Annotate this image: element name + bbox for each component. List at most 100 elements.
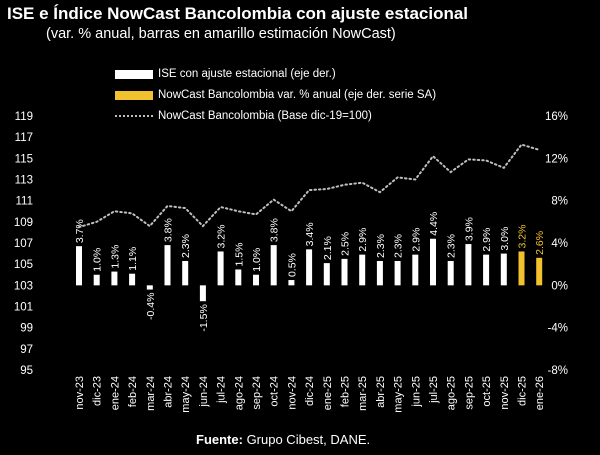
y-left-tick-label: 103 xyxy=(14,280,33,292)
bar-data-label: 1.5% xyxy=(233,243,245,267)
ise-bar xyxy=(111,271,118,286)
ise-bar xyxy=(430,238,436,286)
ise-bar xyxy=(500,253,507,286)
bar-data-label: 3.9% xyxy=(463,217,475,241)
ise-bar xyxy=(465,244,472,286)
bar-data-label: 2.9% xyxy=(481,228,493,252)
ise-bar xyxy=(217,251,224,286)
legend-nowcast-var-label: NowCast Bancolombia var. % anual (eje de… xyxy=(158,89,437,101)
bar-data-label: 3.7% xyxy=(74,219,86,243)
x-tick-label: jun-24 xyxy=(198,376,210,408)
y-left-tick-label: 113 xyxy=(15,175,33,187)
y-right-tick-label: 0% xyxy=(551,280,568,292)
ise-bar xyxy=(199,285,206,302)
ise-bar xyxy=(270,245,277,286)
bar-data-label: 1.1% xyxy=(127,247,139,271)
x-tick-label: nov-25 xyxy=(499,376,511,410)
nowcast-bar xyxy=(536,257,543,286)
ise-bar xyxy=(376,260,383,286)
x-tick-label: ene-25 xyxy=(322,376,334,410)
legend-ise-label: ISE con ajuste estacional (eje der.) xyxy=(158,68,336,80)
x-tick-label: jun-25 xyxy=(410,376,422,408)
x-tick-label: feb-25 xyxy=(340,376,352,407)
bar-data-label: 2.6% xyxy=(534,231,546,255)
nowcast-index-line xyxy=(78,143,541,229)
ise-bar xyxy=(341,258,348,286)
bar-data-label: 3.2% xyxy=(517,225,529,249)
bar-data-label: 2.1% xyxy=(322,236,334,260)
legend-nowcast-var: NowCast Bancolombia var. % anual (eje de… xyxy=(115,89,436,101)
x-tick-label: oct-25 xyxy=(481,376,493,407)
x-tick-label: may-24 xyxy=(180,376,192,413)
y-left-tick-label: 111 xyxy=(16,196,33,208)
bar-data-label: 0.5% xyxy=(286,253,298,277)
x-tick-label: jul-25 xyxy=(428,376,440,404)
ise-bar xyxy=(412,254,419,286)
source-note: Fuente: Grupo Cibest, DANE. xyxy=(196,432,370,447)
ise-bar xyxy=(288,280,295,286)
bar-data-label: 1.0% xyxy=(92,248,104,272)
y-left-tick-label: 97 xyxy=(20,344,33,356)
y-right-tick-label: 8% xyxy=(551,196,568,208)
ise-bar xyxy=(164,245,171,286)
bar-data-label: -0.4% xyxy=(145,293,157,320)
x-tick-label: feb-24 xyxy=(127,376,139,407)
y-left-tick-label: 107 xyxy=(14,238,33,250)
legend-white-bar-swatch xyxy=(115,69,153,79)
ise-bar xyxy=(394,260,401,286)
x-tick-label: abr-24 xyxy=(163,376,175,408)
y-left-tick-label: 99 xyxy=(20,323,33,335)
ise-bar xyxy=(359,254,366,286)
bar-data-label: 2.3% xyxy=(393,234,405,258)
x-tick-label: nov-23 xyxy=(74,376,86,410)
legend-dotted-line-swatch xyxy=(115,115,153,117)
x-tick-label: abr-25 xyxy=(375,376,387,408)
bar-data-label: 1.3% xyxy=(109,245,121,269)
bar-data-label: 1.0% xyxy=(251,248,263,272)
x-tick-label: ago-24 xyxy=(233,376,245,410)
bar-data-label: 2.5% xyxy=(340,232,352,256)
y-left-tick-label: 119 xyxy=(15,111,33,123)
ise-bar xyxy=(235,269,242,286)
y-right-tick-label: 16% xyxy=(545,111,568,123)
ise-bar xyxy=(253,274,259,286)
y-right-tick-label: 12% xyxy=(545,153,568,165)
x-tick-label: mar-25 xyxy=(357,376,369,411)
nowcast-bar xyxy=(518,251,525,286)
y-left-tick-label: 101 xyxy=(14,302,33,314)
y-left-tick-label: 105 xyxy=(14,259,33,271)
bar-data-label: 2.3% xyxy=(446,234,458,258)
y-left-tick-label: 95 xyxy=(20,365,33,377)
legend-yellow-bar-swatch xyxy=(115,90,153,100)
bar-data-label: 3.4% xyxy=(304,222,316,246)
bar-data-label: 3.8% xyxy=(163,218,175,242)
x-tick-label: sep-24 xyxy=(251,376,263,410)
legend-nowcast-index: NowCast Bancolombia (Base dic-19=100) xyxy=(115,110,372,122)
ise-bar xyxy=(447,260,454,286)
bar-data-label: -1.5% xyxy=(198,304,210,331)
chart-subtitle: (var. % anual, barras en amarillo estima… xyxy=(46,26,396,42)
bar-data-label: 2.3% xyxy=(180,234,192,258)
source-label: Fuente: xyxy=(196,432,243,447)
bar-data-label: 3.8% xyxy=(269,218,281,242)
source-text: Grupo Cibest, DANE. xyxy=(242,432,371,447)
ise-bar xyxy=(93,274,100,286)
ise-bar xyxy=(146,285,153,290)
bar-data-label: 3.2% xyxy=(216,225,228,249)
legend-nowcast-index-label: NowCast Bancolombia (Base dic-19=100) xyxy=(158,110,372,122)
x-tick-label: ago-25 xyxy=(446,376,458,410)
ise-bar xyxy=(323,263,330,286)
bar-data-label: 2.9% xyxy=(410,228,422,252)
y-left-tick-label: 115 xyxy=(15,153,33,165)
x-tick-label: dic-24 xyxy=(304,376,316,406)
x-tick-label: sep-25 xyxy=(463,376,475,410)
ise-bar xyxy=(182,260,189,286)
y-right-tick-label: -8% xyxy=(548,365,568,377)
y-left-tick-label: 117 xyxy=(15,132,33,144)
y-right-tick-label: 4% xyxy=(551,238,568,250)
bar-data-label: 4.4% xyxy=(428,212,440,236)
ise-bar xyxy=(483,254,490,286)
x-tick-label: ene-24 xyxy=(109,376,121,410)
bar-data-label: 3.0% xyxy=(499,227,511,251)
